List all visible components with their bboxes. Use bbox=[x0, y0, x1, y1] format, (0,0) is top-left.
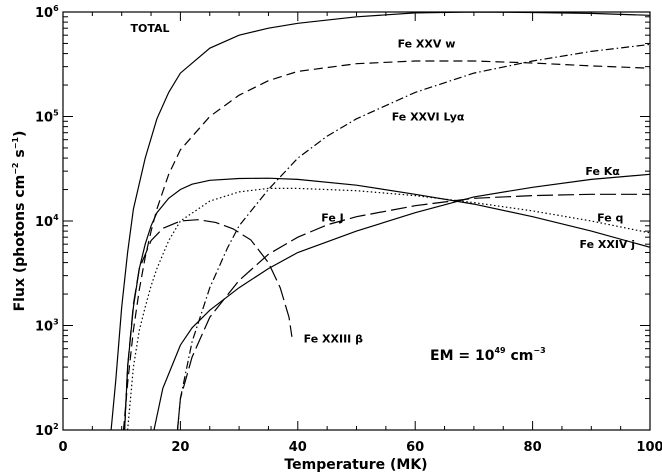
y-axis-label: Flux (photons cm−2 s−1) bbox=[11, 131, 28, 312]
series-line-fe-xxiv-j bbox=[153, 173, 650, 430]
series-label-fe-xxiv-j: Fe XXIV j bbox=[580, 238, 636, 251]
y-tick-labels: 102 103 104 105 106 bbox=[35, 4, 59, 439]
x-tick-labels: 0 20 40 60 80 100 bbox=[58, 440, 662, 455]
x-tick-label: 0 bbox=[58, 440, 67, 455]
series-line-fe-q bbox=[127, 187, 650, 430]
series-label-fe-xxiii: Fe XXIII β bbox=[304, 333, 363, 346]
series-label-fe-j: Fe J bbox=[321, 212, 343, 225]
series-line-total bbox=[110, 12, 650, 430]
y-tick-label: 103 bbox=[35, 318, 59, 335]
x-tick-label: 60 bbox=[406, 440, 424, 455]
series-labels: TOTAL Fe XXV w Fe XXVI Lyα Fe Kα Fe J Fe q Fe … bbox=[131, 22, 636, 345]
series-line-fe-xxvi-ly bbox=[176, 43, 650, 430]
y-tick-label: 104 bbox=[35, 213, 59, 230]
series-label-fe-k: Fe Kα bbox=[585, 165, 620, 178]
series-label-total: TOTAL bbox=[131, 22, 170, 35]
axis-ticks bbox=[62, 11, 651, 431]
y-tick-label: 105 bbox=[35, 109, 59, 126]
series-line-fe-xxv-w bbox=[122, 60, 650, 430]
series-label-fe-xxvi-ly: Fe XXVI Lyα bbox=[392, 111, 465, 124]
x-tick-label: 20 bbox=[171, 440, 189, 455]
em-annotation: EM = 1049 cm−3 bbox=[430, 346, 546, 364]
chart-curves bbox=[110, 12, 650, 430]
x-tick-label: 40 bbox=[289, 440, 307, 455]
x-axis-label: Temperature (MK) bbox=[284, 457, 427, 473]
series-label-fe-xxv-w: Fe XXV w bbox=[398, 37, 456, 50]
plot-frame bbox=[62, 11, 651, 431]
series-label-fe-q: Fe q bbox=[597, 212, 623, 225]
series-line-fe-j bbox=[176, 193, 650, 430]
series-line-fe-k bbox=[124, 177, 650, 430]
series-line-fe-xxiii bbox=[124, 219, 293, 430]
x-tick-label: 80 bbox=[524, 440, 542, 455]
y-tick-label: 102 bbox=[35, 422, 59, 439]
x-tick-label: 100 bbox=[636, 440, 662, 455]
y-tick-label: 106 bbox=[35, 4, 59, 21]
